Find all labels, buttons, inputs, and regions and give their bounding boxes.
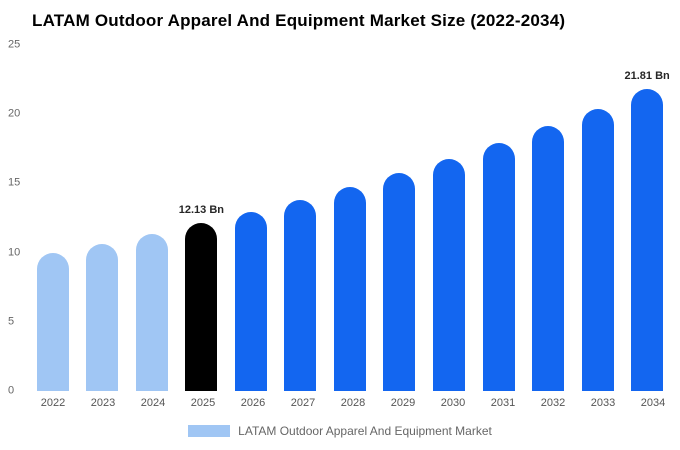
bar-2027[interactable] xyxy=(284,199,317,391)
chart-title: LATAM Outdoor Apparel And Equipment Mark… xyxy=(32,11,566,30)
bar-column: 12.13 Bn xyxy=(177,45,227,391)
y-axis: 0 5 10 15 20 25 xyxy=(0,39,28,396)
y-tick-label: 15 xyxy=(8,176,21,189)
bar-column xyxy=(375,45,425,391)
bar-2029[interactable] xyxy=(383,173,416,391)
x-axis-label: 2026 xyxy=(240,397,266,409)
y-tick-label: 5 xyxy=(8,315,15,328)
plot-area: 0 5 10 15 20 25 12.13 Bn 21.81 Bn xyxy=(0,39,674,396)
bar-2024[interactable] xyxy=(135,233,168,391)
bar-2031[interactable] xyxy=(482,143,515,391)
bars-area: 12.13 Bn 21.81 Bn xyxy=(28,45,672,391)
x-axis-label: 2027 xyxy=(290,397,316,409)
legend: LATAM Outdoor Apparel And Equipment Mark… xyxy=(0,424,680,438)
bar-column xyxy=(523,45,573,391)
bar-2033[interactable] xyxy=(581,108,614,391)
bar-2025[interactable] xyxy=(185,223,218,391)
bar-2028[interactable] xyxy=(333,187,366,391)
bar-column xyxy=(78,45,128,391)
bar-value-label: 12.13 Bn xyxy=(178,204,224,217)
bar-2023[interactable] xyxy=(86,243,119,391)
x-axis-label: 2034 xyxy=(640,397,666,409)
bar-column xyxy=(474,45,524,391)
bar-column xyxy=(325,45,375,391)
bar-column xyxy=(127,45,177,391)
y-tick-label: 20 xyxy=(8,107,21,120)
bar-column xyxy=(28,45,78,391)
x-axis-label: 2031 xyxy=(490,397,516,409)
bar-column: 21.81 Bn xyxy=(622,45,672,391)
bar-2030[interactable] xyxy=(433,158,466,391)
x-axis-label: 2030 xyxy=(440,397,466,409)
bar-2022[interactable] xyxy=(36,252,69,391)
x-axis-label: 2032 xyxy=(540,397,566,409)
x-axis: 2022 2023 2024 2025 2026 2027 2028 2029 2030 2031… xyxy=(28,397,678,409)
x-axis-label: 2023 xyxy=(90,397,116,409)
x-axis-label: 2024 xyxy=(140,397,166,409)
y-tick-label: 10 xyxy=(8,246,21,259)
y-tick-label: 0 xyxy=(8,384,15,397)
x-axis-label: 2025 xyxy=(190,397,216,409)
bar-column xyxy=(424,45,474,391)
bar-2034[interactable] xyxy=(631,89,664,391)
x-axis-label: 2029 xyxy=(390,397,416,409)
bar-2032[interactable] xyxy=(532,126,565,391)
legend-swatch xyxy=(188,425,231,437)
x-axis-label: 2033 xyxy=(590,397,616,409)
x-axis-label: 2022 xyxy=(40,397,66,409)
x-axis-label: 2028 xyxy=(340,397,366,409)
y-tick-label: 25 xyxy=(8,38,21,51)
bar-column xyxy=(573,45,623,391)
legend-label: LATAM Outdoor Apparel And Equipment Mark… xyxy=(238,424,492,438)
bar-2026[interactable] xyxy=(234,211,267,391)
bar-column xyxy=(276,45,326,391)
bar-column xyxy=(226,45,276,391)
bar-value-label: 21.81 Bn xyxy=(624,70,670,83)
